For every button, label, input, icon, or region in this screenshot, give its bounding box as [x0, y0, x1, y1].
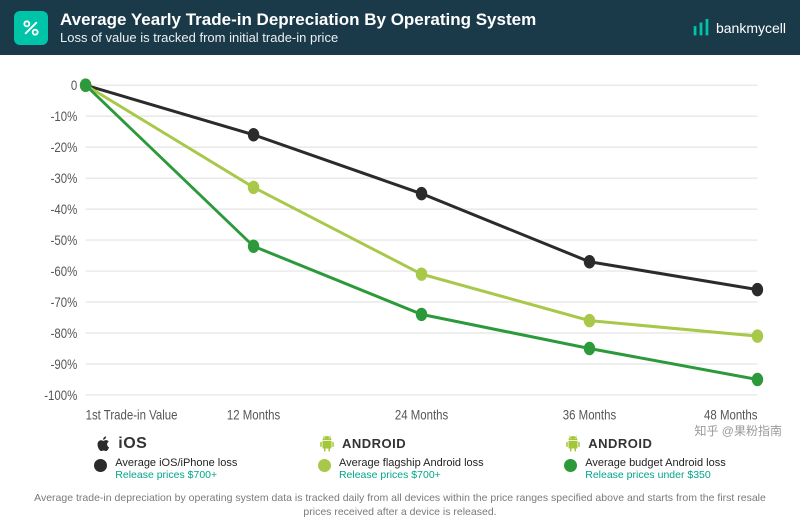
header-subtitle: Loss of value is tracked from initial tr… [60, 30, 678, 45]
legend-sub: Release prices $700+ [339, 469, 484, 481]
legend-os-label: ANDROID [318, 435, 484, 453]
legend-os-label: ANDROID [564, 435, 725, 453]
header: Average Yearly Trade-in Depreciation By … [0, 0, 800, 55]
svg-text:24 Months: 24 Months [395, 408, 448, 423]
apple-icon [94, 435, 112, 453]
header-title: Average Yearly Trade-in Depreciation By … [60, 10, 678, 30]
svg-text:-80%: -80% [51, 326, 78, 341]
line-chart: 0 -10% -20% -30% -40% -50% -60% -70% -80% -90% -10… [44, 73, 772, 427]
brand-logo: bankmycell [690, 17, 786, 39]
android-icon [564, 435, 582, 453]
svg-text:-70%: -70% [51, 295, 78, 310]
svg-text:-20%: -20% [51, 140, 78, 155]
legend-dot [318, 459, 331, 472]
svg-text:0: 0 [71, 78, 77, 93]
legend-item: ANDROID Average flagship Android lossRele… [318, 435, 484, 481]
legend-sub: Release prices $700+ [115, 469, 237, 481]
legend-main: Average flagship Android loss [339, 457, 484, 469]
legend-desc: Average flagship Android lossRelease pri… [318, 457, 484, 481]
svg-text:36 Months: 36 Months [563, 408, 616, 423]
legend-dot [564, 459, 577, 472]
legend-item: iOS Average iOS/iPhone lossRelease prices… [94, 435, 237, 481]
svg-text:12 Months: 12 Months [227, 408, 280, 423]
brand-name: bankmycell [716, 20, 786, 36]
header-text: Average Yearly Trade-in Depreciation By … [60, 10, 678, 45]
svg-text:-100%: -100% [44, 388, 77, 403]
svg-text:1st Trade-in Value: 1st Trade-in Value [86, 408, 178, 423]
legend-main: Average iOS/iPhone loss [115, 457, 237, 469]
legend: iOSAverage iOS/iPhone lossRelease prices… [0, 433, 800, 485]
svg-text:-10%: -10% [51, 109, 78, 124]
svg-text:-60%: -60% [51, 264, 78, 279]
legend-os-label: iOS [94, 435, 237, 453]
legend-desc: Average budget Android lossRelease price… [564, 457, 725, 481]
android-icon [318, 435, 336, 453]
legend-sub: Release prices under $350 [585, 469, 725, 481]
legend-item: ANDROID Average budget Android lossReleas… [564, 435, 725, 481]
legend-main: Average budget Android loss [585, 457, 725, 469]
svg-text:-40%: -40% [51, 202, 78, 217]
percent-icon [14, 11, 48, 45]
svg-text:-90%: -90% [51, 357, 78, 372]
svg-text:-50%: -50% [51, 233, 78, 248]
legend-dot [94, 459, 107, 472]
legend-desc: Average iOS/iPhone lossRelease prices $7… [94, 457, 237, 481]
svg-text:-30%: -30% [51, 171, 78, 186]
chart-card: Average Yearly Trade-in Depreciation By … [0, 0, 800, 529]
footnote: Average trade-in depreciation by operati… [0, 485, 800, 529]
svg-text:48 Months: 48 Months [704, 408, 757, 423]
chart-area: 0 -10% -20% -30% -40% -50% -60% -70% -80% -90% -10… [0, 55, 800, 433]
